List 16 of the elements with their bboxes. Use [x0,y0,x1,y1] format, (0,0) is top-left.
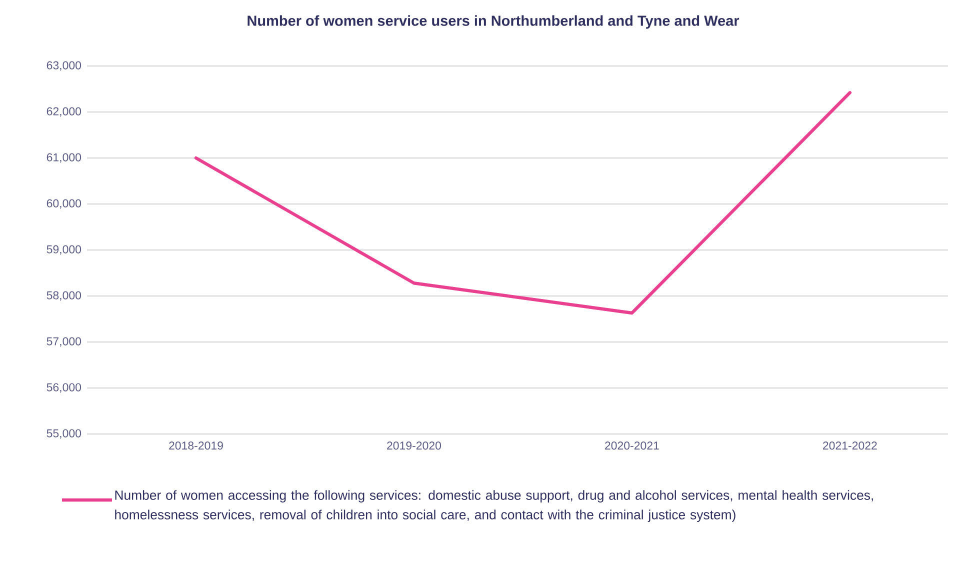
y-tick-label: 57,000 [46,337,82,347]
y-tick-label: 63,000 [46,61,82,71]
x-tick-label: 2020-2021 [605,442,659,450]
y-tick-label: 61,000 [46,153,82,163]
y-tick-label: 60,000 [46,199,82,209]
x-tick-label: 2021-2022 [823,442,877,450]
chart-title: Number of women service users in Northumberland and Tyne and Wear [248,15,740,29]
y-tick-label: 62,000 [46,107,82,117]
y-tick-label: 58,000 [46,291,82,301]
line-series [194,91,852,315]
y-tick-label: 56,000 [46,383,82,393]
legend-label: Number of women accessing the following services: domestic abuse support, drug and alcohol services, mental health services, homelessness services, removal of children into social care, and contact with the criminal justice system) [115,490,873,522]
y-tick-label: 59,000 [46,245,82,255]
x-tick-label: 2018-2019 [169,442,223,450]
x-tick-label: 2019-2020 [387,442,442,450]
y-tick-label: 55,000 [46,429,82,439]
